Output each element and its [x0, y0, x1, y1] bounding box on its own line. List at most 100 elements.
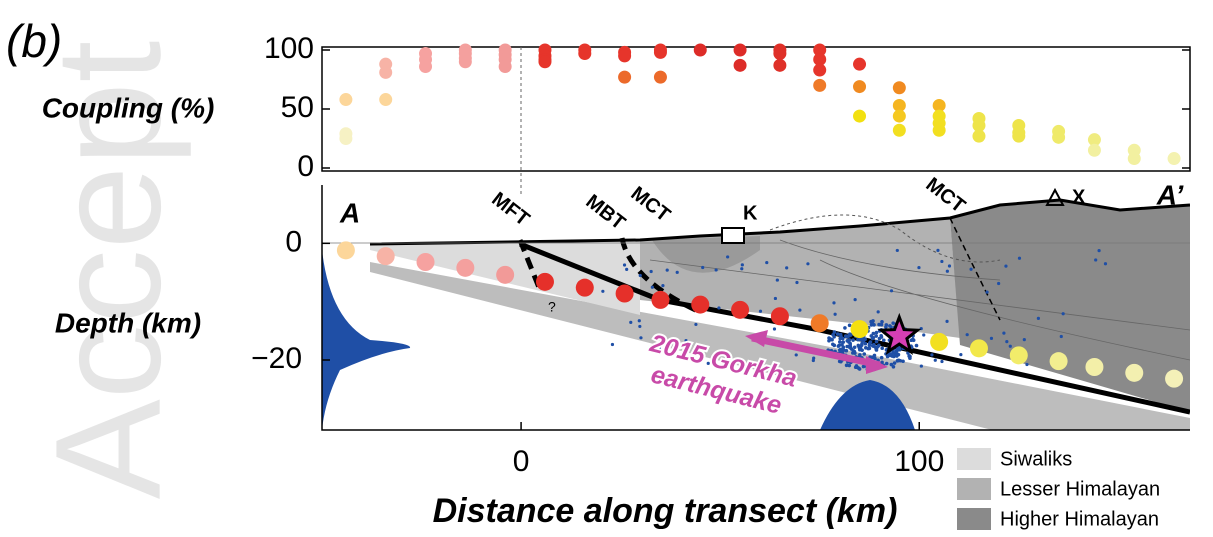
arrow-head — [866, 356, 888, 374]
seismic-event — [844, 348, 849, 353]
coupling-point — [853, 109, 867, 123]
seismic-event — [892, 361, 897, 365]
seismic-event — [861, 364, 866, 369]
coupling-point — [419, 60, 433, 74]
y-axis-label: Coupling (%) — [42, 92, 215, 123]
seismic-event — [827, 338, 831, 343]
seismic-event — [879, 355, 884, 360]
seismic-event — [877, 322, 881, 327]
seismic-event — [661, 284, 665, 288]
seismic-event — [1004, 264, 1008, 268]
seismic-event — [940, 259, 944, 264]
seismic-event — [887, 353, 892, 358]
coupling-point — [813, 78, 827, 92]
seismic-event — [936, 248, 940, 252]
seismic-event — [860, 348, 864, 352]
seismic-event — [845, 344, 849, 349]
y-tick-label: 50 — [281, 91, 314, 124]
x-tick-label: 0 — [513, 445, 530, 478]
coupling-point — [538, 55, 552, 69]
seismic-event — [1061, 312, 1065, 316]
coupling-point — [773, 47, 787, 61]
seismic-event — [706, 361, 710, 365]
geology — [322, 198, 1190, 430]
seismic-event — [877, 343, 881, 348]
coupling-point — [1127, 152, 1141, 166]
seismic-event — [901, 359, 905, 364]
arrow-head — [745, 330, 768, 347]
coupling-point — [853, 57, 867, 71]
seismic-event — [794, 353, 798, 357]
seismic-event — [811, 358, 815, 363]
coupling-point — [1087, 133, 1101, 147]
seismic-event — [833, 312, 837, 316]
seismic-event — [775, 278, 779, 282]
seismic-event — [858, 337, 862, 342]
slip-point — [575, 278, 594, 297]
seismic-event — [694, 322, 698, 327]
coupling-point — [892, 109, 906, 123]
seismic-event — [873, 356, 877, 361]
coupling-point — [932, 123, 946, 137]
seismic-event — [856, 343, 861, 348]
seismic-event — [785, 266, 789, 270]
seismic-event — [1022, 338, 1026, 342]
site-label: X — [1072, 186, 1086, 208]
seismic-event — [848, 332, 852, 336]
fault-label: MCT — [922, 173, 970, 217]
coupling-point — [972, 119, 986, 133]
distance-histogram — [820, 380, 915, 430]
slip-point — [615, 284, 634, 303]
legend-label: Siwaliks — [1000, 448, 1072, 470]
slip-point — [535, 272, 554, 291]
eroded-contact — [769, 214, 1001, 263]
seismic-event — [844, 363, 849, 368]
coupling-point — [853, 80, 867, 94]
seismic-event — [639, 336, 643, 340]
seismic-event — [795, 280, 799, 285]
seismic-event — [889, 362, 894, 367]
seismic-event — [1008, 344, 1012, 348]
slip-point — [416, 253, 435, 271]
site-label: K — [743, 202, 758, 224]
seismic-event — [895, 358, 900, 363]
seismic-event — [835, 332, 840, 336]
y-tick-label: 0 — [297, 150, 314, 183]
seismic-event — [959, 353, 963, 357]
seismic-event — [831, 342, 835, 347]
seismic-event — [985, 290, 989, 294]
slip-point — [336, 241, 355, 260]
seismic-event — [881, 338, 886, 343]
slip-point — [691, 295, 710, 314]
seismic-event — [1002, 331, 1006, 335]
slip-point — [651, 290, 670, 309]
legend-swatch — [957, 508, 991, 530]
seismic-event — [940, 359, 944, 364]
coupling-point — [339, 93, 353, 107]
seismic-event — [874, 339, 879, 344]
seismic-event — [871, 336, 876, 340]
section-label: A — [339, 197, 360, 228]
seismic-event — [919, 364, 923, 368]
slip-point — [456, 258, 475, 277]
seismic-event — [847, 323, 852, 328]
seismic-event — [872, 342, 876, 347]
slip-point — [1009, 346, 1028, 365]
seismic-event — [911, 338, 916, 343]
coupling-point — [578, 47, 592, 61]
seismic-event — [896, 352, 901, 357]
legend: Siwaliks Lesser Himalayan Higher Himalayan — [957, 448, 1160, 530]
seismic-event — [907, 354, 912, 358]
seismic-event — [1097, 249, 1101, 253]
coupling-point — [379, 93, 393, 107]
seismic-event — [637, 319, 641, 323]
seismic-event — [740, 263, 744, 267]
slip-point — [1049, 352, 1068, 371]
seismic-event — [843, 334, 848, 338]
seismic-event — [832, 335, 836, 339]
coupling-point — [379, 65, 393, 79]
mbt-trace — [619, 237, 702, 315]
seismic-event — [650, 349, 654, 354]
y-axis-label: Depth (km) — [55, 307, 201, 338]
coupling-point — [892, 81, 906, 95]
